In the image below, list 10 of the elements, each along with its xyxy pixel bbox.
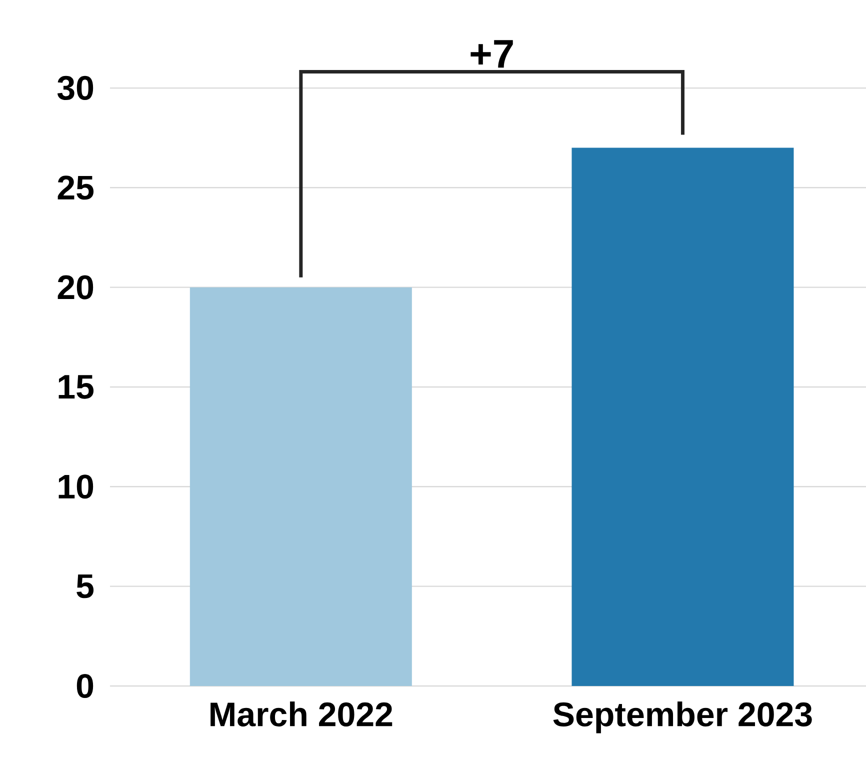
y-tick-label: 15 bbox=[58, 375, 94, 399]
y-tick-label: 30 bbox=[57, 76, 94, 100]
y-tick-label: 20 bbox=[58, 275, 94, 300]
text: +7 bbox=[470, 40, 513, 68]
y-tick-label: 5 bbox=[76, 574, 94, 598]
x-tick-label: September 2023 bbox=[553, 702, 812, 734]
y-tick-label: 10 bbox=[58, 474, 94, 499]
y-tick-label: 25 bbox=[58, 176, 94, 200]
y-tick-label: 0 bbox=[76, 674, 94, 698]
x-tick-label: March 2022 bbox=[210, 702, 392, 726]
